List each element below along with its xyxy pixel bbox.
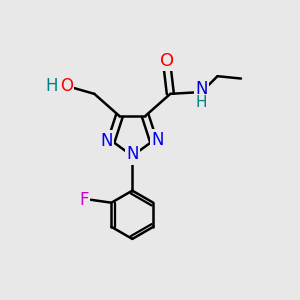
Text: O: O (160, 52, 175, 70)
Text: F: F (80, 191, 89, 209)
Text: N: N (152, 131, 164, 149)
Text: N: N (126, 146, 139, 164)
Text: H: H (45, 77, 58, 95)
Text: H: H (196, 95, 207, 110)
Text: O: O (60, 77, 73, 95)
Text: N: N (100, 132, 113, 150)
Text: N: N (195, 80, 208, 98)
